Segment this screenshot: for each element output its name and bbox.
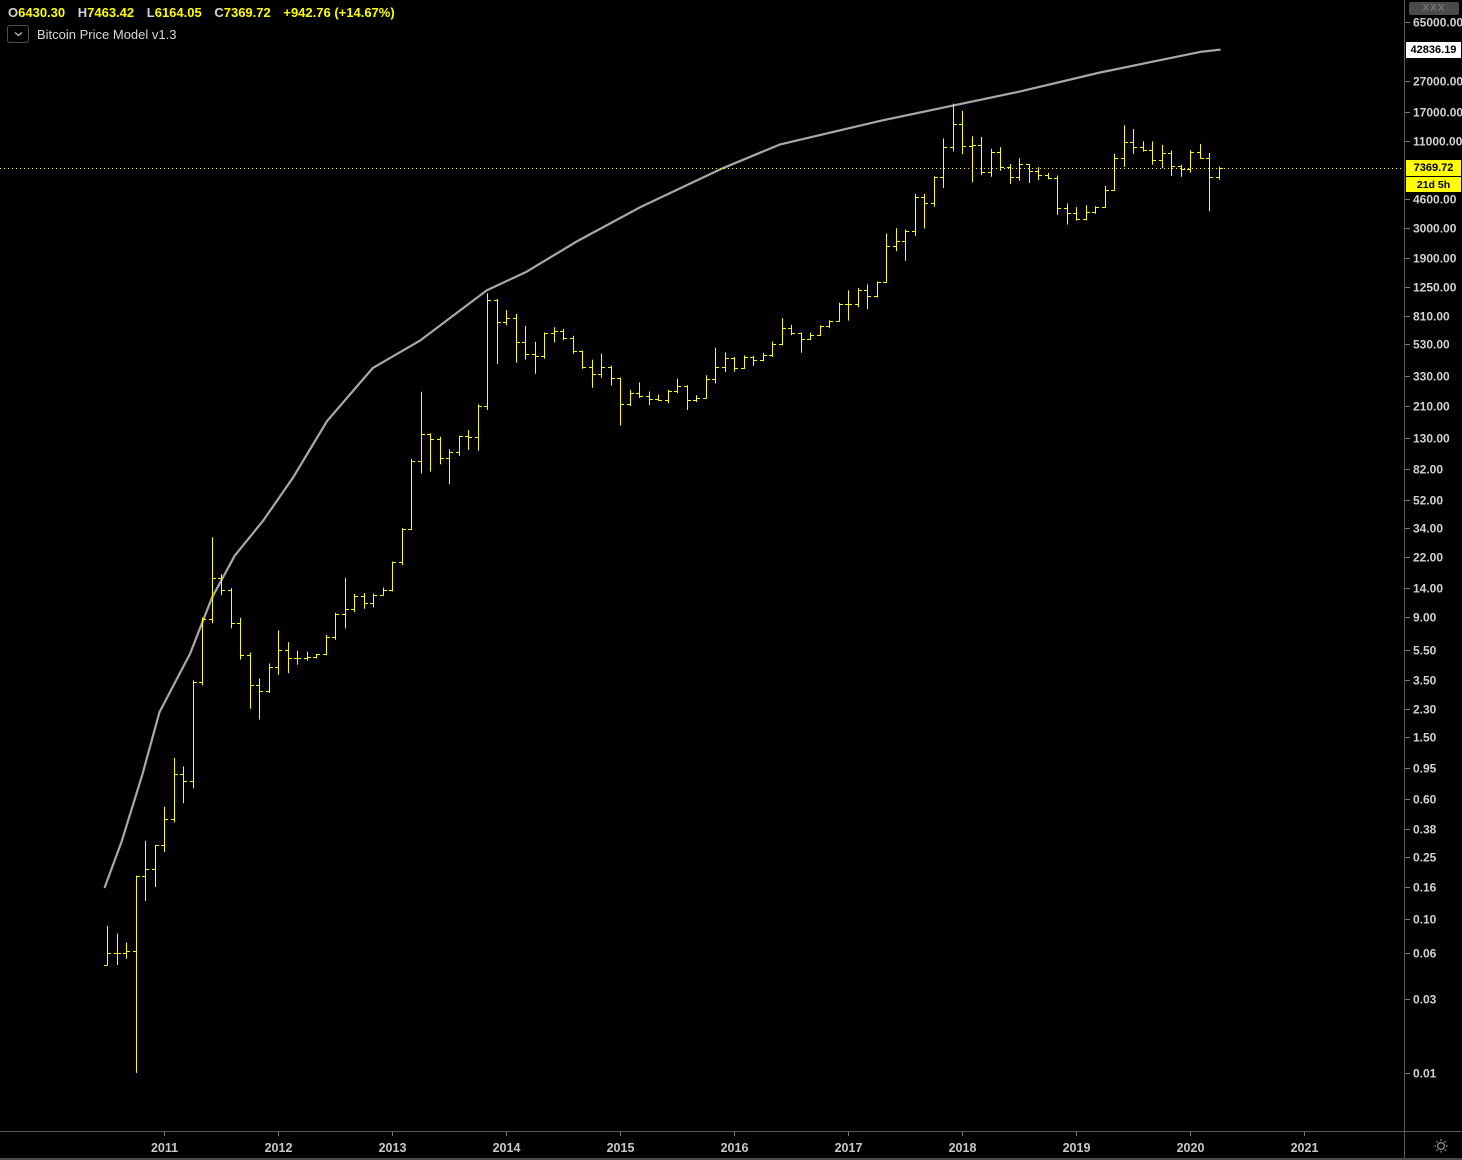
indicator-title: Bitcoin Price Model v1.3 xyxy=(37,26,177,42)
open-value: 6430.30 xyxy=(18,5,66,20)
price-tick-label: 0.06 xyxy=(1413,947,1437,961)
price-tick-label: 0.10 xyxy=(1413,913,1437,927)
ohlc-readout: O6430.30 H7463.42 L6164.05 C7369.72 +942… xyxy=(8,5,395,20)
open-label: O xyxy=(8,5,19,20)
axis-settings-gear-icon[interactable] xyxy=(1428,1134,1454,1158)
low-value: 6164.05 xyxy=(154,5,202,20)
price-tick-label: 82.00 xyxy=(1413,463,1443,477)
year-label: 2019 xyxy=(1063,1141,1091,1155)
change-value: +942.76 (+14.67%) xyxy=(283,5,395,20)
price-tick-label: 130.00 xyxy=(1413,432,1450,446)
price-tick-label: 1.50 xyxy=(1413,731,1437,745)
price-tick-label: 1900.00 xyxy=(1413,252,1457,266)
price-tick-label: 0.25 xyxy=(1413,851,1437,865)
price-tick-label: 330.00 xyxy=(1413,370,1450,384)
price-tick-label: 27000.00 xyxy=(1413,75,1462,89)
year-label: 2011 xyxy=(151,1141,178,1155)
price-tick-label: 0.16 xyxy=(1413,881,1437,895)
high-label: H xyxy=(77,5,88,20)
model-line xyxy=(103,48,1221,889)
price-tick-label: 11000.00 xyxy=(1413,135,1462,149)
model-value-label: 42836.19 xyxy=(1406,42,1461,58)
price-tick-label: 34.00 xyxy=(1413,522,1443,536)
year-label: 2021 xyxy=(1291,1141,1319,1155)
price-tick-label: 210.00 xyxy=(1413,400,1450,414)
high-value: 7463.42 xyxy=(87,5,135,20)
price-tick-label: 1250.00 xyxy=(1413,281,1457,295)
price-tick-label: 0.95 xyxy=(1413,762,1437,776)
year-label: 2013 xyxy=(379,1141,407,1155)
price-tick-label: 14.00 xyxy=(1413,582,1443,596)
price-tick-label: 9.00 xyxy=(1413,611,1437,625)
indicator-collapse-button[interactable] xyxy=(7,25,29,43)
price-tick-label: 0.03 xyxy=(1413,993,1437,1007)
price-tick-label: 0.60 xyxy=(1413,793,1437,807)
year-label: 2020 xyxy=(1177,1141,1205,1155)
year-label: 2017 xyxy=(835,1141,863,1155)
symbol-label: XXX xyxy=(1409,2,1459,15)
price-tick-label: 17000.00 xyxy=(1413,106,1462,120)
bar-countdown-label: 21d 5h xyxy=(1406,177,1461,192)
price-tick-label: 52.00 xyxy=(1413,494,1443,508)
price-tick-label: 530.00 xyxy=(1413,338,1450,352)
low-label: L xyxy=(146,5,155,20)
close-value: 7369.72 xyxy=(223,5,271,20)
ohlc-bars xyxy=(104,103,1223,1073)
price-tick-label: 65000.00 xyxy=(1413,16,1462,30)
price-tick-label: 4600.00 xyxy=(1413,193,1457,207)
price-tick-label: 2.30 xyxy=(1413,703,1437,717)
year-label: 2012 xyxy=(265,1141,293,1155)
indicator-legend: Bitcoin Price Model v1.3 xyxy=(7,25,176,43)
price-tick-label: 3000.00 xyxy=(1413,222,1457,236)
year-label: 2018 xyxy=(949,1141,977,1155)
price-tick-label: 5.50 xyxy=(1413,644,1437,658)
time-axis[interactable] xyxy=(0,1132,1404,1160)
chevron-down-icon xyxy=(14,31,23,37)
price-tick-label: 3.50 xyxy=(1413,674,1437,688)
year-label: 2015 xyxy=(607,1141,635,1155)
price-tick-label: 0.01 xyxy=(1413,1067,1437,1081)
close-label: C xyxy=(214,5,224,20)
price-tick-label: 0.38 xyxy=(1413,823,1437,837)
price-tick-label: 810.00 xyxy=(1413,310,1450,324)
year-label: 2014 xyxy=(493,1141,521,1155)
year-label: 2016 xyxy=(721,1141,749,1155)
price-tick-label: 22.00 xyxy=(1413,551,1443,565)
last-price-label: 7369.72 xyxy=(1406,160,1461,176)
